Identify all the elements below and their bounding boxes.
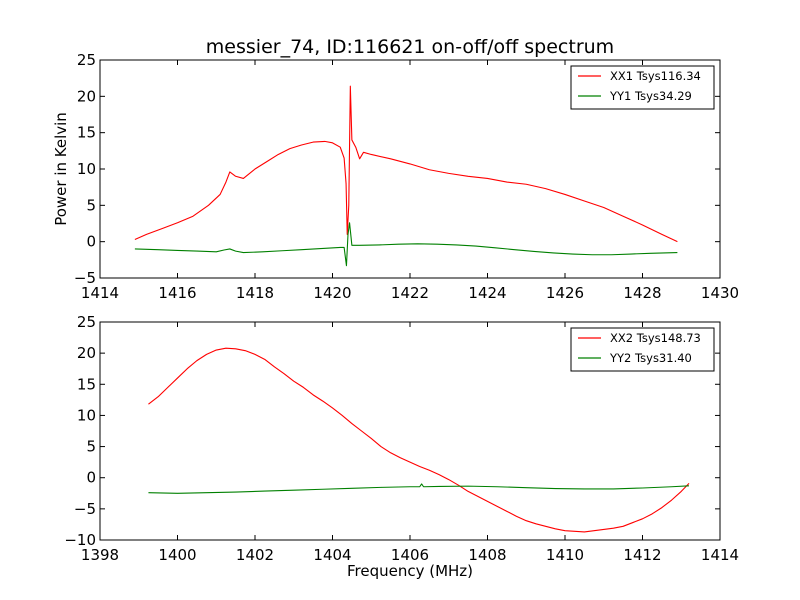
- top-x-tick-label: 1414: [81, 284, 119, 302]
- bottom-legend-box: [570, 327, 715, 372]
- bottom-series-line-1: [148, 347, 690, 533]
- top-legend-label-2: YY1 Tsys34.29: [609, 89, 692, 103]
- top-x-tick-label: 1424: [468, 284, 506, 302]
- bottom-legend-label-2: YY2 Tsys31.40: [609, 351, 692, 365]
- bottom-y-tick-label: 5: [86, 438, 96, 456]
- top-legend-box: [570, 65, 715, 110]
- top-series-line-2: [134, 222, 678, 267]
- bottom-legend: XX2 Tsys148.73 YY2 Tsys31.40: [570, 327, 715, 372]
- top-x-tick-label: 1430: [701, 284, 739, 302]
- bottom-y-tick-label: 10: [77, 406, 96, 424]
- bottom-x-tick-label: 1412: [623, 546, 661, 564]
- top-plot-area: 1414 1416 1418 1420 1422 1424 1426 1428 1430 −5 0 5…: [74, 51, 739, 302]
- bottom-y-tick-label: 20: [77, 344, 96, 362]
- top-y-tick-label: 10: [77, 160, 96, 178]
- top-x-tick-label: 1420: [313, 284, 351, 302]
- top-x-tick-label: 1416: [158, 284, 196, 302]
- bottom-x-tick-label: 1414: [701, 546, 739, 564]
- bottom-y-tick-label: 15: [77, 375, 96, 393]
- top-series-group: [134, 85, 678, 267]
- figure-title: messier_74, ID:116621 on-off/off spectru…: [206, 36, 614, 58]
- bottom-x-tick-label: 1410: [546, 546, 584, 564]
- top-legend-label-1: XX1 Tsys116.34: [610, 69, 701, 83]
- top-x-tick-label: 1426: [546, 284, 584, 302]
- bottom-y-tick-label: −5: [74, 500, 96, 518]
- top-subplot: 1414 1416 1418 1420 1422 1424 1426 1428 1430 −5 0 5…: [74, 51, 739, 302]
- top-y-tick-label: 20: [77, 87, 96, 105]
- top-x-tick-label: 1418: [236, 284, 274, 302]
- top-series-line-1: [134, 85, 678, 243]
- top-y-tick-label: −5: [74, 269, 96, 287]
- bottom-x-tick-label: 1398: [81, 546, 119, 564]
- top-x-tick-label: 1428: [623, 284, 661, 302]
- bottom-x-tick-label: 1406: [391, 546, 429, 564]
- top-y-tick-label: 25: [77, 51, 96, 69]
- bottom-series-line-2: [148, 483, 690, 494]
- bottom-y-tick-label: 25: [77, 313, 96, 331]
- bottom-x-tick-label: 1402: [236, 546, 274, 564]
- bottom-legend-label-1: XX2 Tsys148.73: [610, 331, 701, 345]
- top-y-tick-label: 15: [77, 124, 96, 142]
- top-x-tick-label: 1422: [391, 284, 429, 302]
- bottom-x-tick-label: 1404: [313, 546, 351, 564]
- bottom-x-tick-label: 1408: [468, 546, 506, 564]
- bottom-x-tick-label: 1400: [158, 546, 196, 564]
- bottom-subplot: 1398 1400 1402 1404 1406 1408 1410 1412 1414 −10 −…: [64, 313, 739, 564]
- y-axis-label: Power in Kelvin: [52, 112, 70, 226]
- x-axis-label: Frequency (MHz): [347, 562, 473, 580]
- bottom-plot-area: 1398 1400 1402 1404 1406 1408 1410 1412 1414 −10 −…: [64, 313, 739, 564]
- bottom-y-tick-label: 0: [86, 469, 96, 487]
- bottom-series-group: [148, 347, 690, 533]
- top-y-tick-label: 5: [86, 196, 96, 214]
- bottom-y-tick-label: −10: [64, 531, 96, 549]
- top-y-tick-label: 0: [86, 233, 96, 251]
- top-legend: XX1 Tsys116.34 YY1 Tsys34.29: [570, 65, 715, 110]
